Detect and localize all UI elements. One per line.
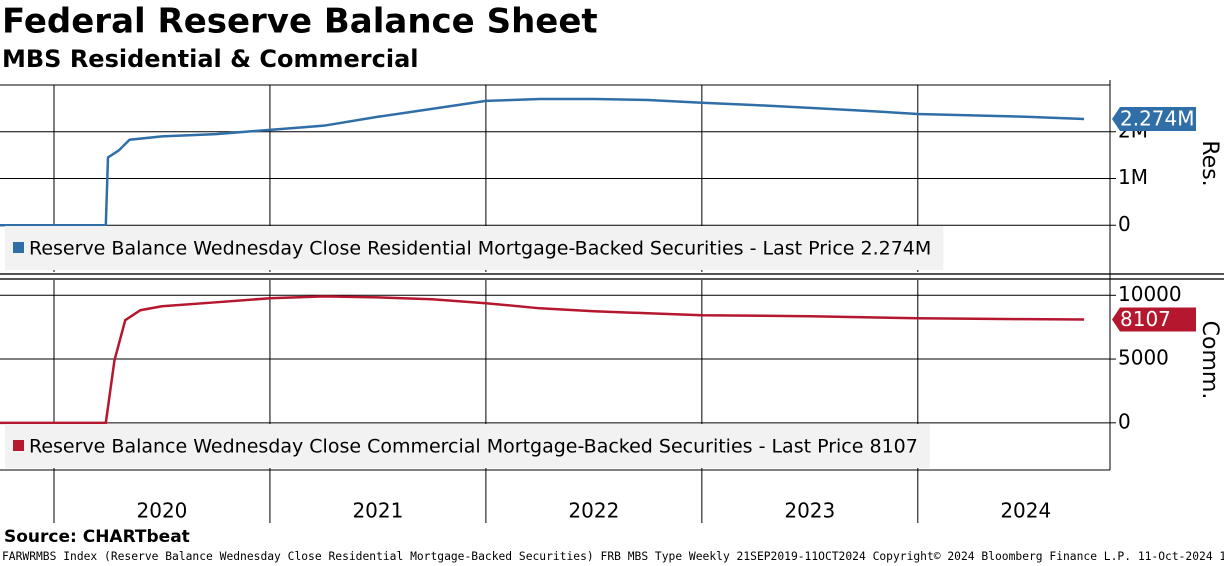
legend-swatch — [13, 242, 24, 253]
y-tick-label: 10000 — [1118, 282, 1182, 306]
legend-label: Reserve Balance Wednesday Close Resident… — [29, 238, 931, 260]
chart-subtitle: MBS Residential & Commercial — [2, 45, 419, 73]
line — [0, 295, 1085, 425]
value-label: 8107 — [1120, 307, 1171, 331]
y-tick-label: 0 — [1118, 212, 1131, 236]
legend-swatch — [13, 440, 24, 451]
x-tick-label: 2023 — [784, 499, 835, 523]
footer: FARWRMBS Index (Reserve Balance Wednesda… — [2, 550, 1224, 563]
legend-box — [5, 424, 930, 468]
value-badge — [1112, 307, 1196, 332]
legend-box — [5, 226, 944, 270]
y-tick-label: 0 — [1118, 409, 1131, 433]
y-tick-label: 1M — [1118, 165, 1148, 189]
x-tick-label: 2020 — [137, 499, 188, 523]
chart-title: Federal Reserve Balance Sheet — [2, 2, 598, 42]
axis-label: Comm. — [1197, 321, 1222, 400]
axis-label: Res. — [1197, 140, 1222, 186]
x-tick-label: 2024 — [1000, 499, 1051, 523]
value-label: 2.274M — [1120, 106, 1195, 130]
y-tick-label: 5000 — [1118, 346, 1169, 370]
x-tick-label: 2022 — [568, 499, 619, 523]
line — [0, 97, 1085, 227]
source: Source: CHARTbeat — [4, 527, 190, 547]
x-tick-label: 2021 — [352, 499, 403, 523]
value-badge — [1112, 106, 1196, 131]
legend-label: Reserve Balance Wednesday Close Commerci… — [29, 436, 918, 458]
